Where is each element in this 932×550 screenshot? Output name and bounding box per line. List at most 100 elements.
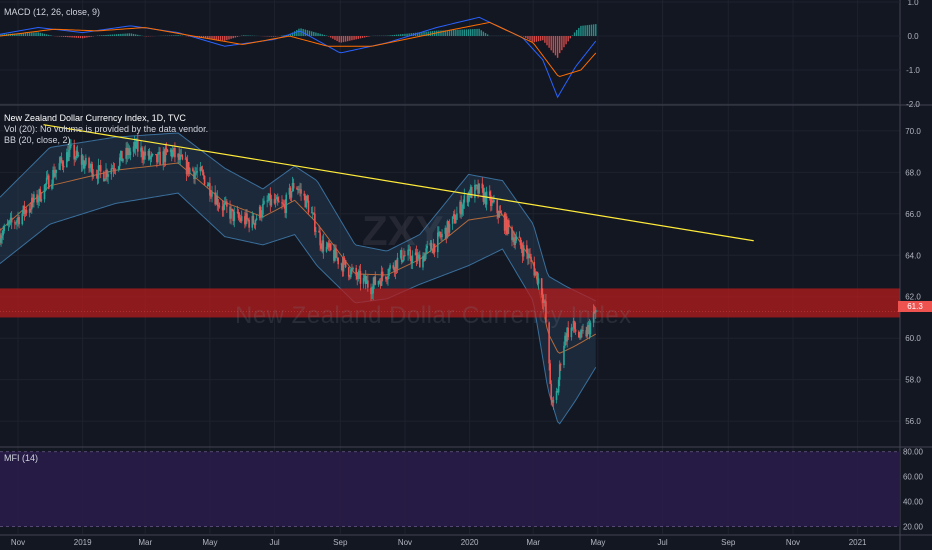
candle-body bbox=[563, 345, 565, 366]
candle-body bbox=[70, 144, 72, 146]
candle-body bbox=[429, 242, 432, 246]
candle-body bbox=[9, 217, 12, 221]
macd-histogram-bar bbox=[48, 34, 50, 36]
macd-histogram-bar bbox=[395, 34, 398, 36]
macd-histogram-bar bbox=[24, 32, 27, 36]
candle-body bbox=[511, 227, 513, 241]
candle-body bbox=[211, 192, 213, 197]
candle-body bbox=[358, 270, 361, 273]
candle-body bbox=[513, 237, 515, 245]
candle-body bbox=[173, 147, 175, 152]
macd-histogram-bar bbox=[353, 36, 355, 40]
candle-body bbox=[76, 150, 79, 156]
macd-histogram-bar bbox=[103, 35, 105, 36]
candle-body bbox=[526, 245, 528, 254]
macd-histogram-bar bbox=[336, 36, 338, 42]
candle-body bbox=[270, 198, 273, 206]
candle-body bbox=[261, 214, 263, 218]
candle-body bbox=[514, 240, 516, 245]
candle-body bbox=[44, 184, 47, 186]
candle-body bbox=[110, 168, 113, 175]
macd-histogram-bar bbox=[39, 32, 41, 36]
candle-body bbox=[437, 232, 439, 253]
macd-histogram-bar bbox=[529, 36, 531, 41]
candle-body bbox=[549, 363, 551, 384]
candle-body bbox=[47, 175, 50, 189]
candle-body bbox=[281, 202, 283, 204]
candle-body bbox=[267, 200, 269, 201]
candle-body bbox=[8, 220, 11, 224]
candle-body bbox=[3, 225, 6, 231]
macd-histogram-bar bbox=[582, 25, 584, 36]
bb-upper-line bbox=[0, 132, 596, 302]
x-tick-label: Mar bbox=[526, 538, 540, 547]
macd-histogram-bar bbox=[546, 36, 548, 46]
candle-body bbox=[466, 195, 469, 203]
candle-body bbox=[425, 248, 427, 254]
macd-histogram-bar bbox=[105, 34, 107, 36]
macd-histogram-bar bbox=[115, 34, 118, 36]
candle-body bbox=[91, 164, 94, 177]
candle-body bbox=[143, 151, 145, 160]
macd-histogram-bar bbox=[139, 35, 141, 36]
candle-body bbox=[107, 174, 109, 177]
x-tick-label: Mar bbox=[138, 538, 152, 547]
candle-body bbox=[240, 216, 243, 222]
candle-body bbox=[85, 157, 87, 165]
candle-body bbox=[572, 321, 575, 328]
macd-histogram-bar bbox=[118, 34, 120, 36]
candle-body bbox=[476, 185, 478, 187]
candle-body bbox=[577, 331, 580, 338]
macd-histogram-bar bbox=[578, 27, 580, 36]
macd-histogram-bar bbox=[124, 33, 126, 36]
candle-body bbox=[418, 254, 421, 268]
macd-histogram-bar bbox=[442, 30, 444, 36]
x-tick-label: May bbox=[590, 538, 605, 547]
candle-body bbox=[221, 206, 224, 211]
candle-body bbox=[289, 187, 292, 198]
candle-body bbox=[336, 257, 338, 259]
candle-body bbox=[497, 213, 500, 218]
candle-body bbox=[337, 257, 339, 265]
price-tick-label: 70.0 bbox=[905, 127, 921, 136]
macd-histogram-bar bbox=[351, 36, 353, 41]
candle-body bbox=[515, 236, 518, 241]
macd-histogram-bar bbox=[402, 34, 404, 36]
candle-body bbox=[533, 261, 536, 276]
macd-histogram-bar bbox=[368, 36, 370, 37]
candle-body bbox=[45, 177, 48, 185]
candle-body bbox=[296, 188, 298, 190]
resistance-zone bbox=[0, 288, 900, 318]
macd-histogram-bar bbox=[446, 30, 449, 36]
x-tick-label: 2020 bbox=[461, 538, 479, 547]
macd-histogram-bar bbox=[544, 36, 546, 43]
macd-histogram-bar bbox=[101, 35, 103, 36]
macd-histogram-bar bbox=[486, 34, 489, 36]
candle-body bbox=[522, 245, 525, 257]
candle-body bbox=[541, 294, 544, 303]
macd-histogram-bar bbox=[313, 31, 315, 36]
candle-body bbox=[400, 250, 403, 262]
macd-histogram-bar bbox=[525, 36, 527, 38]
candle-body bbox=[90, 164, 92, 168]
candle-body bbox=[230, 208, 232, 219]
candle-body bbox=[519, 237, 522, 246]
macd-histogram-bar bbox=[60, 36, 63, 37]
watermark-symbol: ZXY bbox=[362, 207, 444, 254]
macd-histogram-bar bbox=[361, 36, 364, 38]
candle-body bbox=[54, 173, 56, 177]
candle-body bbox=[187, 162, 190, 174]
candle-body bbox=[433, 243, 436, 253]
candle-body bbox=[236, 211, 239, 213]
macd-histogram-bar bbox=[429, 31, 432, 36]
candle-body bbox=[431, 249, 434, 254]
price-tick-label: 66.0 bbox=[905, 210, 921, 219]
macd-histogram-bar bbox=[84, 36, 86, 38]
macd-histogram-bar bbox=[177, 35, 179, 36]
candle-body bbox=[61, 161, 64, 166]
macd-histogram-bar bbox=[404, 33, 406, 36]
candle-body bbox=[452, 214, 455, 217]
macd-pane bbox=[0, 16, 597, 99]
candle-body bbox=[179, 154, 182, 160]
